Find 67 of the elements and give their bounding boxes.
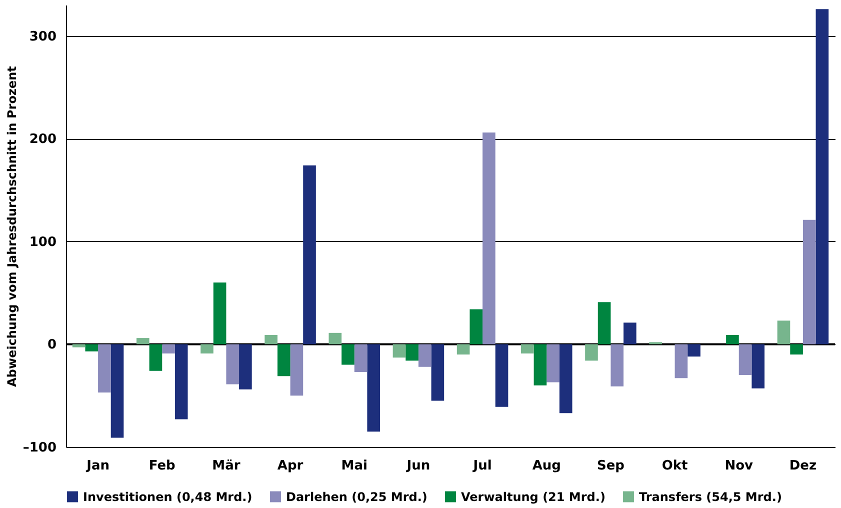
- bar: [598, 302, 611, 344]
- legend-label: Verwaltung (21 Mrd.): [461, 490, 606, 504]
- bar: [546, 344, 560, 382]
- bar: [520, 344, 534, 354]
- bar: [816, 9, 829, 344]
- bar: [98, 344, 111, 393]
- bar: [431, 344, 444, 401]
- bar: [226, 344, 240, 384]
- bar: [495, 344, 508, 407]
- bar: [354, 344, 368, 372]
- x-tick-label: Sep: [596, 458, 624, 474]
- x-tick-label: Apr: [277, 458, 304, 474]
- bar: [688, 344, 700, 357]
- bar: [110, 344, 124, 438]
- y-tick-label: 200: [29, 132, 56, 148]
- bar: [367, 344, 380, 432]
- bar: [200, 344, 214, 354]
- y-tick-label: 100: [29, 234, 56, 250]
- x-tick-label: Okt: [662, 458, 688, 474]
- bar: [149, 344, 162, 371]
- bar: [277, 344, 290, 376]
- bar: [534, 344, 547, 386]
- bar: [585, 344, 598, 361]
- bar: [303, 165, 316, 344]
- bar: [790, 344, 803, 354]
- bar: [290, 344, 304, 396]
- bar: [136, 338, 150, 344]
- bar: [610, 344, 624, 386]
- y-axis-title: Abweichung vom Jahresdurchschnitt in Prozent: [4, 66, 19, 387]
- bar: [342, 344, 354, 365]
- bar: [559, 344, 572, 414]
- bar: [174, 344, 188, 420]
- y-tick-label: –100: [22, 440, 56, 456]
- bar: [777, 320, 790, 344]
- bar: [802, 220, 816, 344]
- bar: [482, 132, 496, 344]
- legend-label: Darlehen (0,25 Mrd.): [286, 490, 428, 504]
- x-tick-label: Dez: [789, 458, 817, 474]
- bar: [72, 344, 86, 348]
- bar: [470, 309, 483, 344]
- x-tick-label: Mär: [212, 458, 241, 474]
- y-tick-label: 0: [47, 338, 56, 353]
- x-tick-label: Feb: [148, 458, 176, 474]
- bar: [456, 344, 470, 354]
- bar: [213, 282, 226, 344]
- bar: [328, 332, 342, 344]
- bar: [738, 344, 752, 376]
- x-tick-label: Mai: [341, 458, 368, 474]
- bar: [392, 344, 406, 358]
- bar: [406, 344, 418, 361]
- legend-label: Transfers (54,5 Mrd.): [639, 490, 782, 504]
- x-tick-label: Jul: [472, 458, 492, 474]
- bar: [239, 344, 252, 390]
- bar: [85, 344, 98, 352]
- x-tick-label: Jun: [406, 458, 430, 474]
- x-tick-label: Aug: [532, 458, 561, 474]
- bar: [264, 334, 278, 344]
- x-tick-label: Nov: [724, 458, 754, 474]
- bar: [752, 344, 765, 388]
- y-tick-label: 300: [29, 29, 56, 44]
- bar: [162, 344, 175, 354]
- bar: [624, 322, 636, 344]
- bar: [674, 344, 688, 378]
- x-tick-label: Jan: [86, 458, 110, 474]
- bar: [726, 334, 739, 344]
- legend-label: Investitionen (0,48 Mrd.): [83, 490, 252, 504]
- bar: [418, 344, 432, 367]
